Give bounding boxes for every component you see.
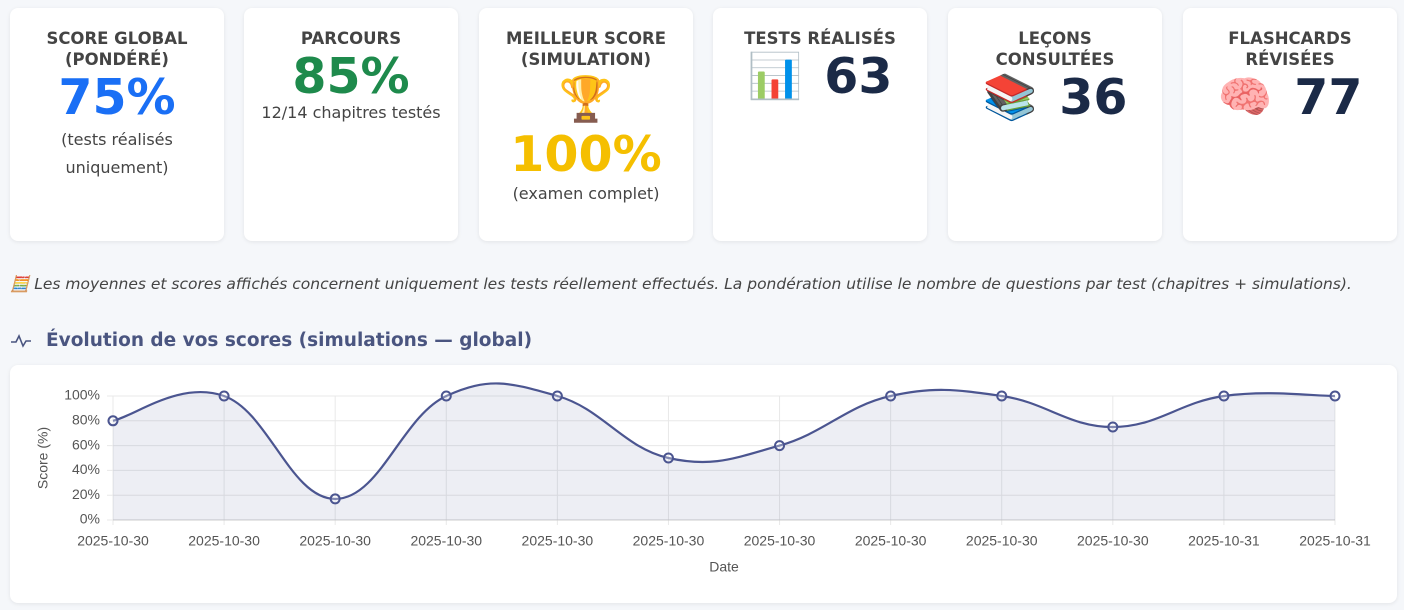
card: FLASHCARDS RÉVISÉES 🧠 77 <box>1183 8 1397 241</box>
card-title: FLASHCARDS <box>1228 29 1352 48</box>
x-tick-label: 2025-10-30 <box>522 533 594 549</box>
card-title: TESTS RÉALISÉS <box>744 29 896 48</box>
card-value: 75% <box>58 69 176 126</box>
y-axis-title: Score (%) <box>35 427 51 489</box>
point <box>996 390 1008 402</box>
card-title: PARCOURS <box>300 29 402 48</box>
x-tick-label: 2025-10-30 <box>633 533 705 549</box>
card: TESTS RÉALISÉS 📊 63 <box>713 8 927 241</box>
x-tick-label: 2025-10-30 <box>410 533 482 549</box>
x-tick-label: 2025-10-30 <box>77 533 149 549</box>
point <box>107 415 119 427</box>
card-icon: 🧠 <box>1217 72 1273 123</box>
x-axis-title: Date <box>709 559 739 575</box>
card-row: 🧠 77 <box>1183 70 1397 126</box>
section-header: Évolution de vos scores (simulations — g… <box>10 330 532 351</box>
point <box>1329 390 1341 402</box>
point <box>440 390 452 402</box>
point <box>885 390 897 402</box>
card: SCORE GLOBAL (PONDÉRÉ) 75% (tests réalis… <box>10 8 224 241</box>
x-tick-label: 2025-10-31 <box>1188 533 1260 549</box>
section-title: Évolution de vos scores (simulations — g… <box>46 330 533 351</box>
card-title: MEILLEUR SCORE <box>506 29 666 48</box>
card: MEILLEUR SCORE (SIMULATION) 🏆 100% (exam… <box>479 8 693 241</box>
card-icon: 📊 <box>747 51 803 102</box>
y-tick-label: 100% <box>64 387 100 403</box>
card-title: SCORE GLOBAL <box>46 29 188 48</box>
x-tick-label: 2025-10-30 <box>966 533 1038 549</box>
card-value: 85% <box>292 48 410 105</box>
card-title: CONSULTÉES <box>995 50 1115 69</box>
card-value: 100% <box>510 126 662 183</box>
y-tick-label: 20% <box>72 486 100 502</box>
point <box>1218 390 1230 402</box>
chart: Date Score (%) 2025-10-30 2025-10-30 2025-… <box>35 382 1371 575</box>
x-tick-label: 2025-10-30 <box>744 533 816 549</box>
y-tick-label: 80% <box>72 412 100 428</box>
y-tick-label: 60% <box>72 436 100 452</box>
chart-card: Date Score (%) 2025-10-30 2025-10-30 2025-… <box>10 365 1397 603</box>
y-tick-label: 0% <box>80 511 100 527</box>
card-value: 77 <box>1294 69 1363 126</box>
x-tick-label: 2025-10-30 <box>299 533 371 549</box>
x-tick-label: 2025-10-31 <box>1299 533 1371 549</box>
card: PARCOURS 85% 12/14 chapitres testés <box>244 8 458 241</box>
card-value: 63 <box>824 48 893 105</box>
point <box>218 390 230 402</box>
point <box>1107 421 1119 433</box>
point <box>662 452 674 464</box>
note: 🧮 Les moyennes et scores affichés concer… <box>10 275 1352 293</box>
point <box>774 440 786 452</box>
card-title: RÉVISÉES <box>1245 50 1335 69</box>
y-tick-label: 40% <box>72 461 100 477</box>
card-row: 📚 36 <box>948 70 1162 126</box>
card-title: (PONDÉRÉ) <box>65 50 169 69</box>
card-sub: 12/14 chapitres testés <box>261 103 441 122</box>
card-value: 36 <box>1059 69 1128 126</box>
card-sub: (examen complet) <box>512 184 660 203</box>
card-row: 📊 63 <box>713 49 927 105</box>
card-icon: 🏆 <box>558 74 614 125</box>
card-title: (SIMULATION) <box>520 50 652 69</box>
point <box>329 493 341 505</box>
x-tick-label: 2025-10-30 <box>188 533 260 549</box>
area <box>113 383 1335 520</box>
card-sub: (tests réalisés uniquement) <box>61 130 173 177</box>
card: LEÇONS CONSULTÉES 📚 36 <box>948 8 1162 241</box>
x-tick-label: 2025-10-30 <box>855 533 927 549</box>
point <box>551 390 563 402</box>
card-icon: 📚 <box>982 72 1038 123</box>
x-tick-label: 2025-10-30 <box>1077 533 1149 549</box>
activity-icon <box>11 333 31 348</box>
card-title: LEÇONS <box>1018 29 1092 48</box>
